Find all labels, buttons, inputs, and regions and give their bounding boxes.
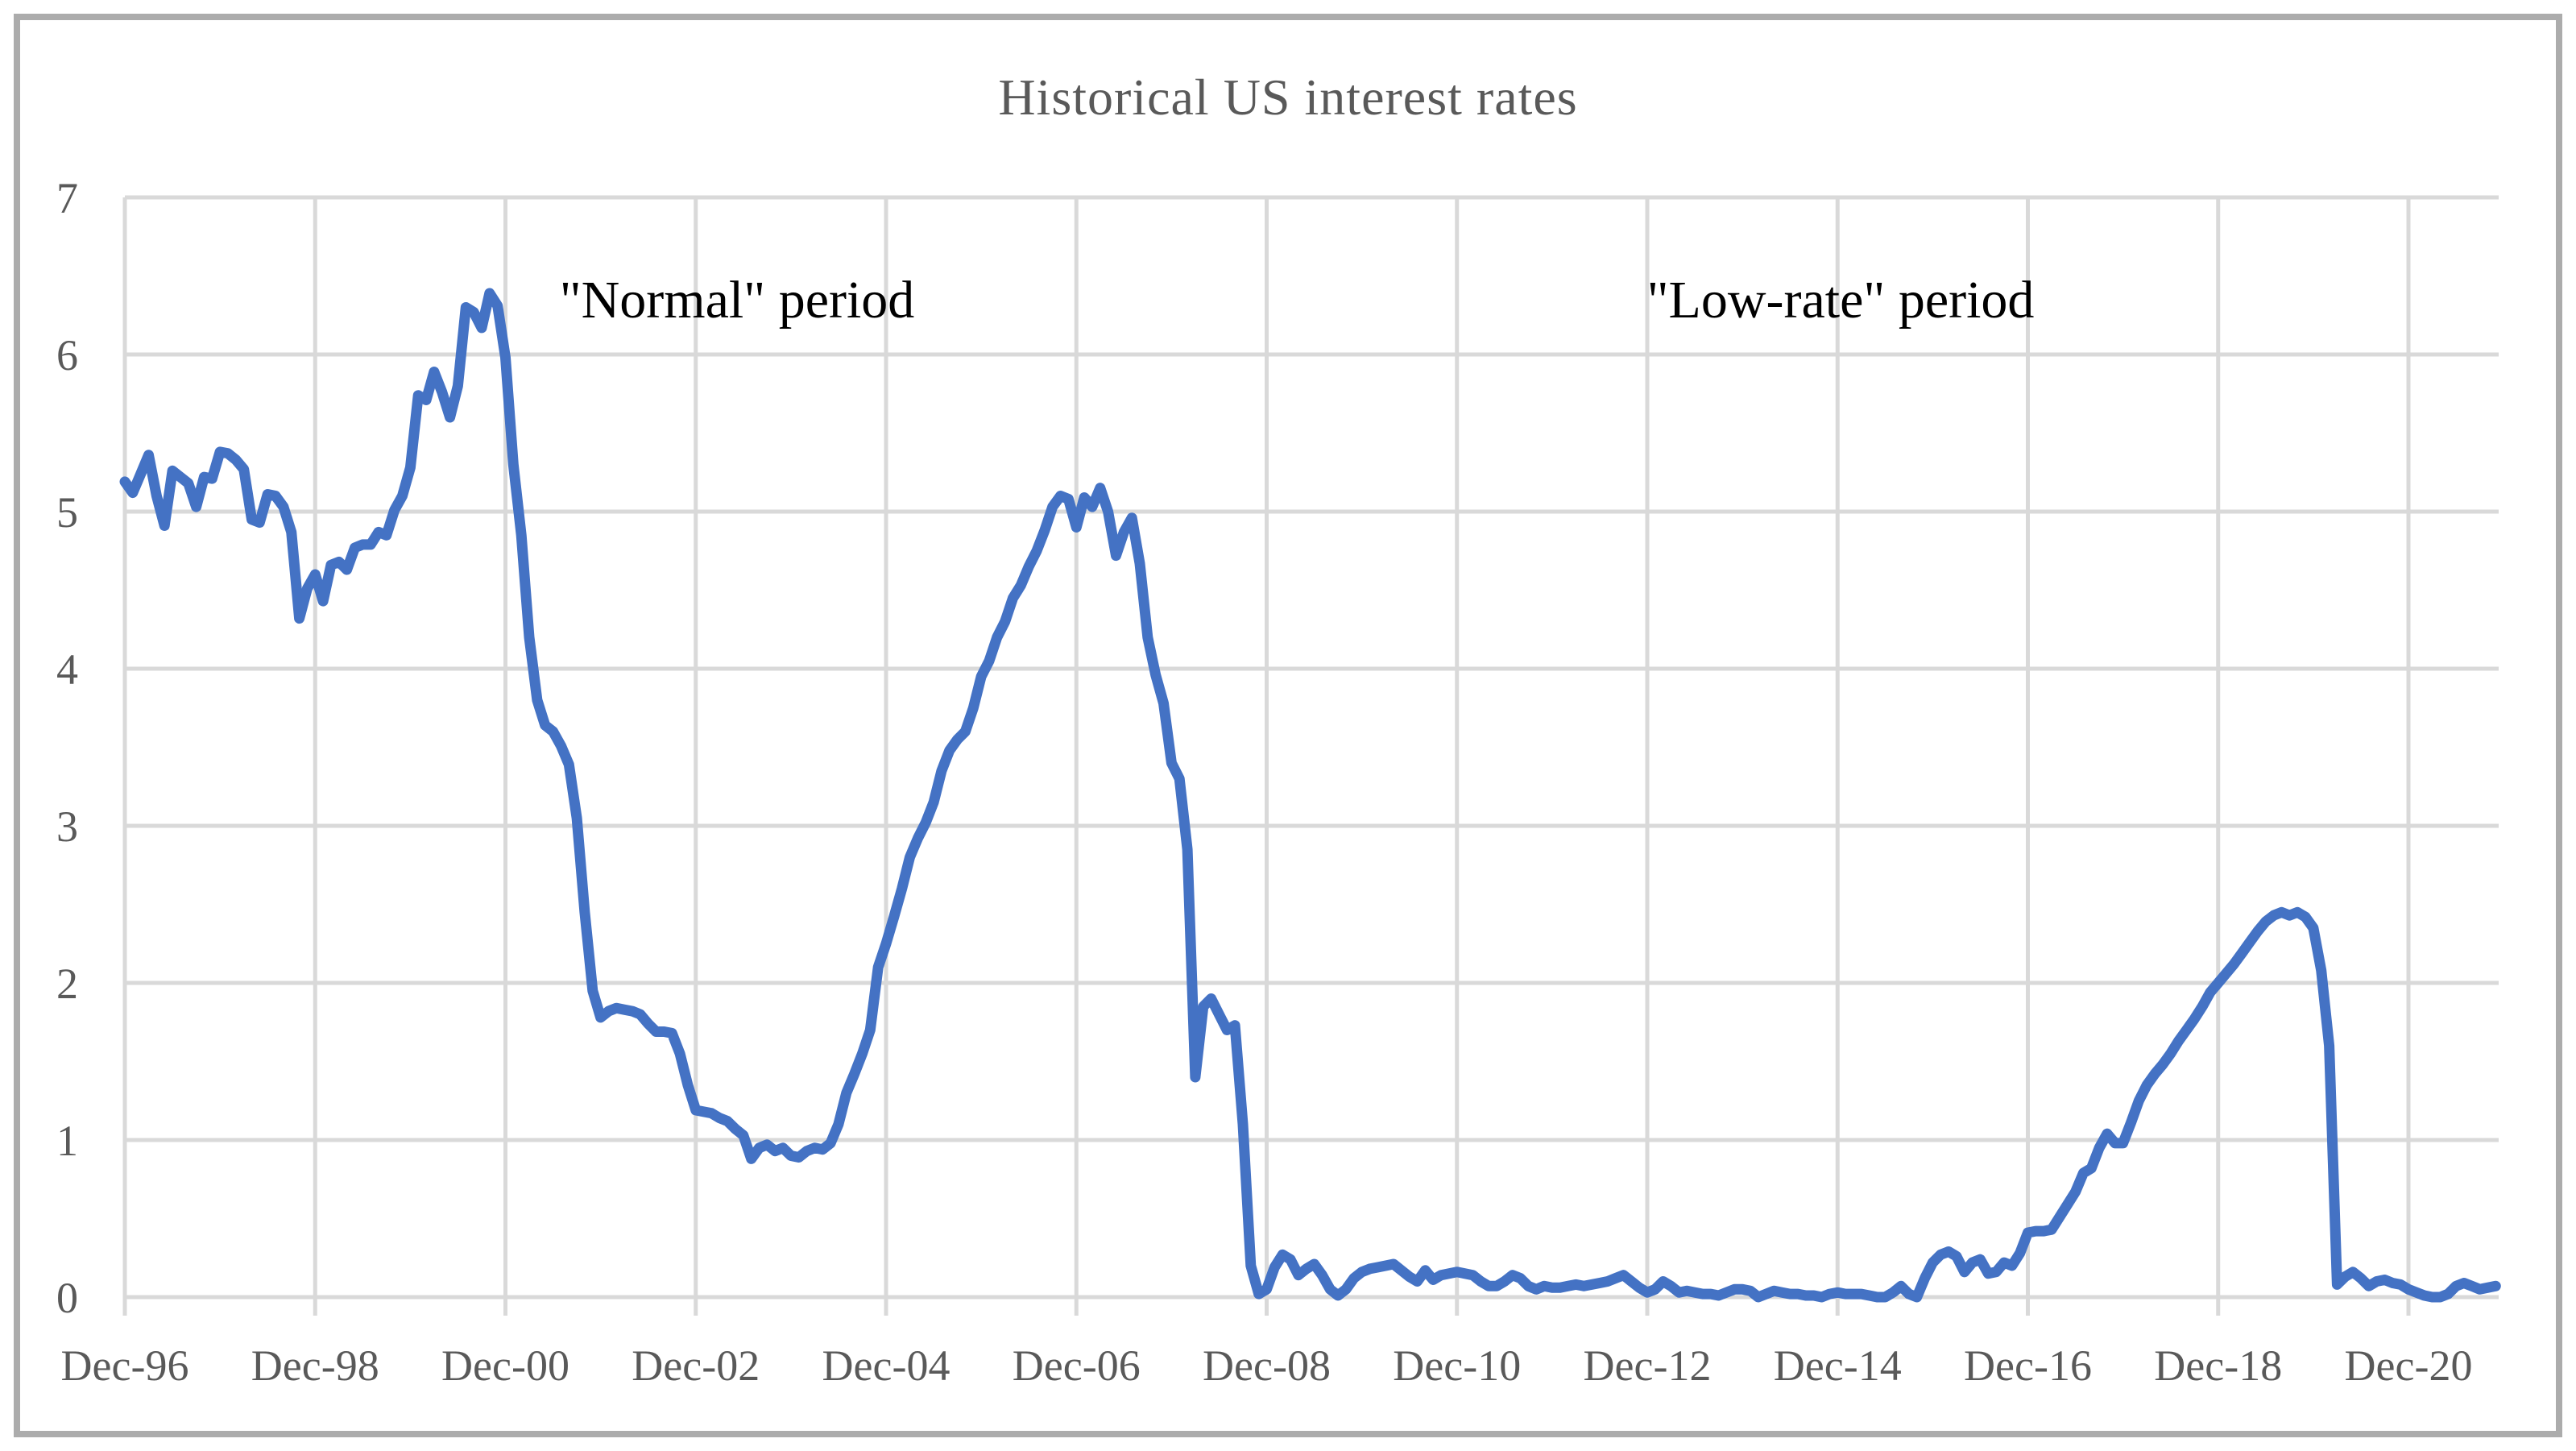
x-axis-label: Dec-12 (1584, 1341, 1712, 1390)
x-axis-label: Dec-18 (2154, 1341, 2282, 1390)
annotation-low-rate-period: "Low-rate" period (1646, 271, 2035, 330)
y-axis-label: 7 (56, 174, 78, 222)
y-axis-label: 1 (56, 1117, 78, 1165)
x-axis-label: Dec-00 (441, 1341, 569, 1390)
annotation-normal-period: "Normal" period (559, 271, 915, 330)
y-axis-label: 2 (56, 960, 78, 1008)
x-axis-label: Dec-06 (1013, 1341, 1141, 1390)
x-axis-label: Dec-04 (822, 1341, 950, 1390)
x-axis-label: Dec-96 (61, 1341, 189, 1390)
y-axis-label: 0 (56, 1274, 78, 1322)
x-axis-label: Dec-02 (632, 1341, 760, 1390)
x-axis-label: Dec-16 (1964, 1341, 2092, 1390)
x-axis-label: Dec-98 (251, 1341, 379, 1390)
x-axis-label: Dec-14 (1774, 1341, 1902, 1390)
x-axis-label: Dec-10 (1393, 1341, 1521, 1390)
y-axis-label: 3 (56, 802, 78, 851)
y-axis-label: 4 (56, 645, 78, 694)
y-axis-label: 6 (56, 331, 78, 379)
x-axis-label: Dec-20 (2345, 1341, 2473, 1390)
chart-title: Historical US interest rates (998, 68, 1578, 126)
figure-border (14, 14, 2562, 1437)
x-axis-label: Dec-08 (1203, 1341, 1331, 1390)
data-line (119, 288, 2501, 1303)
y-axis-label: 5 (56, 488, 78, 537)
